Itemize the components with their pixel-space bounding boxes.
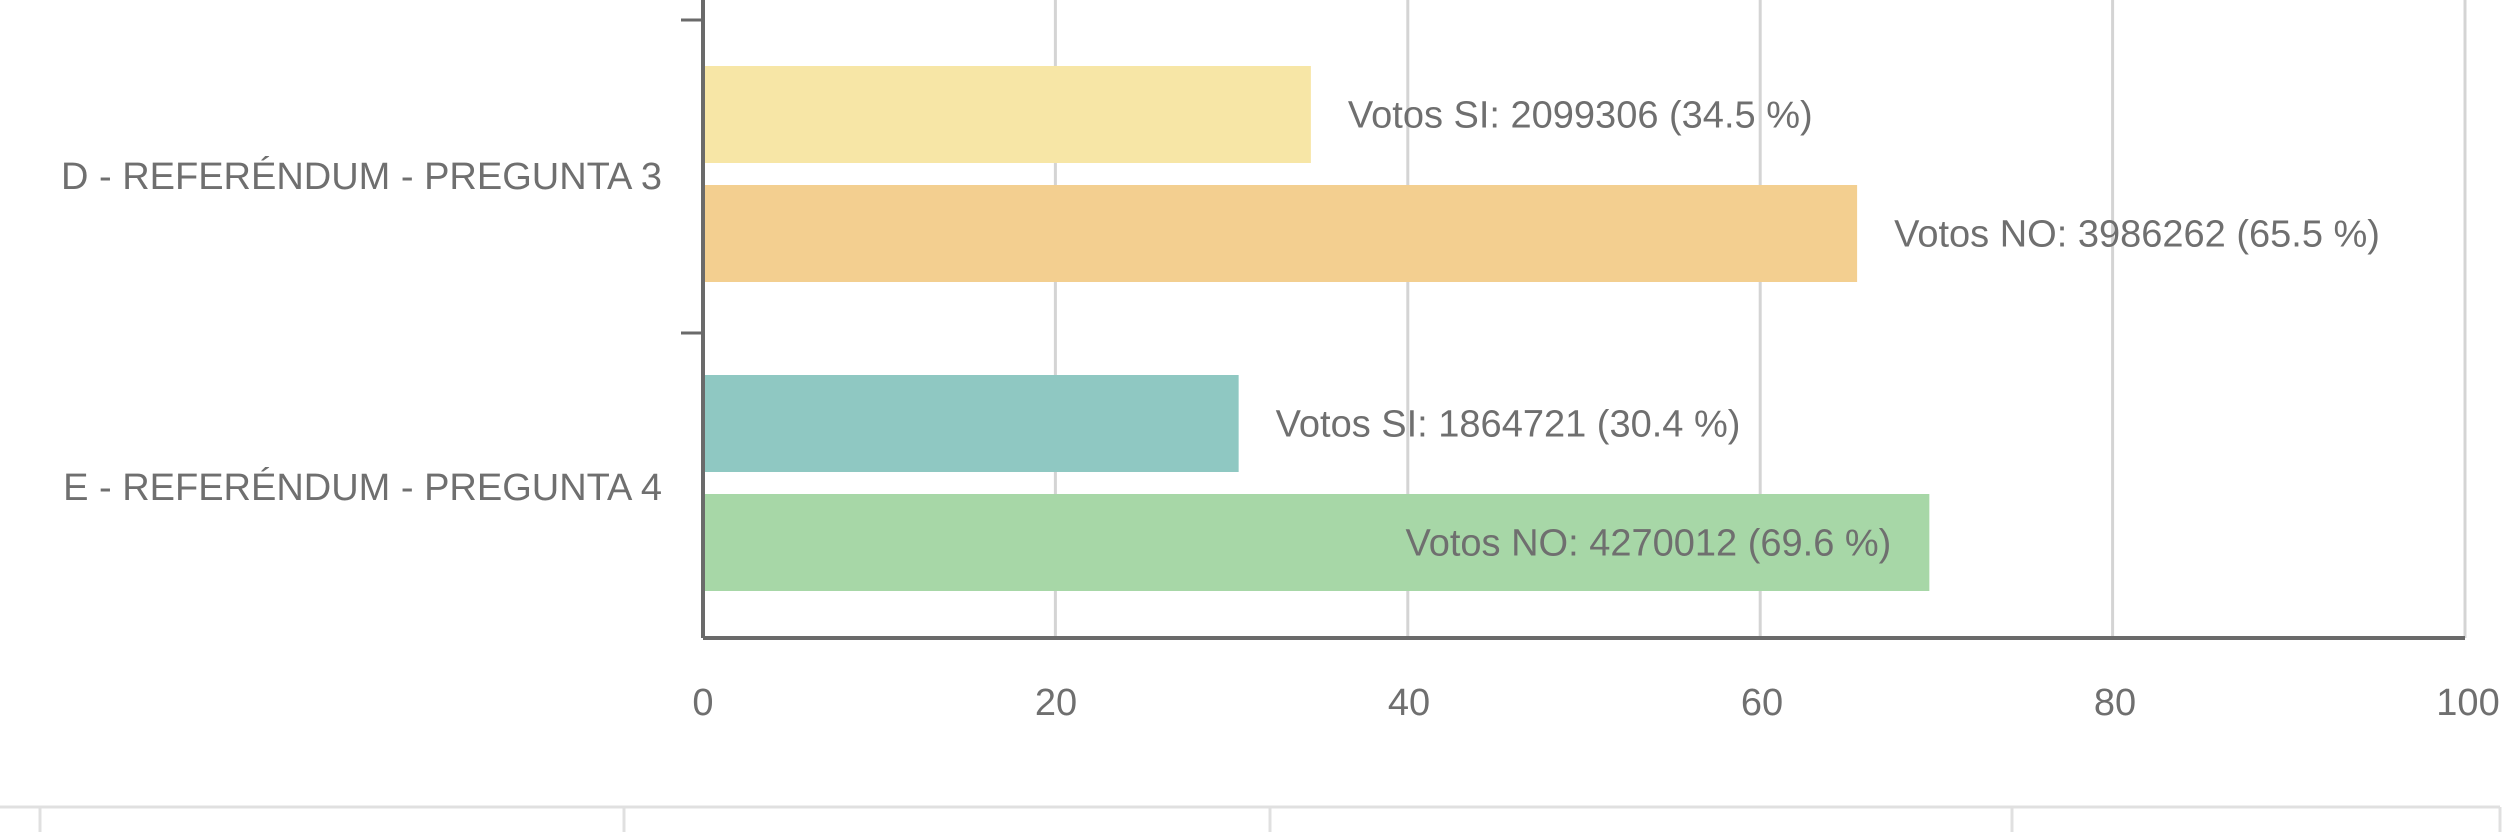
labels: D - REFERÉNDUM - PREGUNTA 3 E - REFERÉND… xyxy=(61,155,662,509)
bars: Votos SI: 2099306 (34.5 %) Votos NO: 3986… xyxy=(705,66,2380,591)
legend-area xyxy=(0,805,2502,832)
x-tick-labels: 0 20 40 60 80 100 xyxy=(692,682,2499,724)
bar-data-label: Votos SI: 2099306 (34.5 %) xyxy=(1348,95,1813,137)
bar xyxy=(705,375,1239,472)
x-tick-label: 100 xyxy=(2436,682,2499,724)
bar xyxy=(705,185,1858,282)
x-tick-label: 20 xyxy=(1035,682,1077,724)
axes xyxy=(681,0,2465,640)
bar xyxy=(705,66,1311,163)
bar xyxy=(705,494,1930,591)
x-tick-label: 80 xyxy=(2094,682,2136,724)
category-label: D - REFERÉNDUM - PREGUNTA 3 xyxy=(61,155,662,198)
x-tick-label: 60 xyxy=(1741,682,1783,724)
bar-data-label: Votos SI: 1864721 (30.4 %) xyxy=(1276,404,1741,446)
bar-data-label: Votos NO: 4270012 (69.6 %) xyxy=(1405,523,1891,565)
x-tick-label: 0 xyxy=(692,682,713,724)
category-label: E - REFERÉNDUM - PREGUNTA 4 xyxy=(63,466,662,509)
bar-data-label: Votos NO: 3986262 (65.5 %) xyxy=(1894,214,2380,256)
x-tick-label: 40 xyxy=(1388,682,1430,724)
